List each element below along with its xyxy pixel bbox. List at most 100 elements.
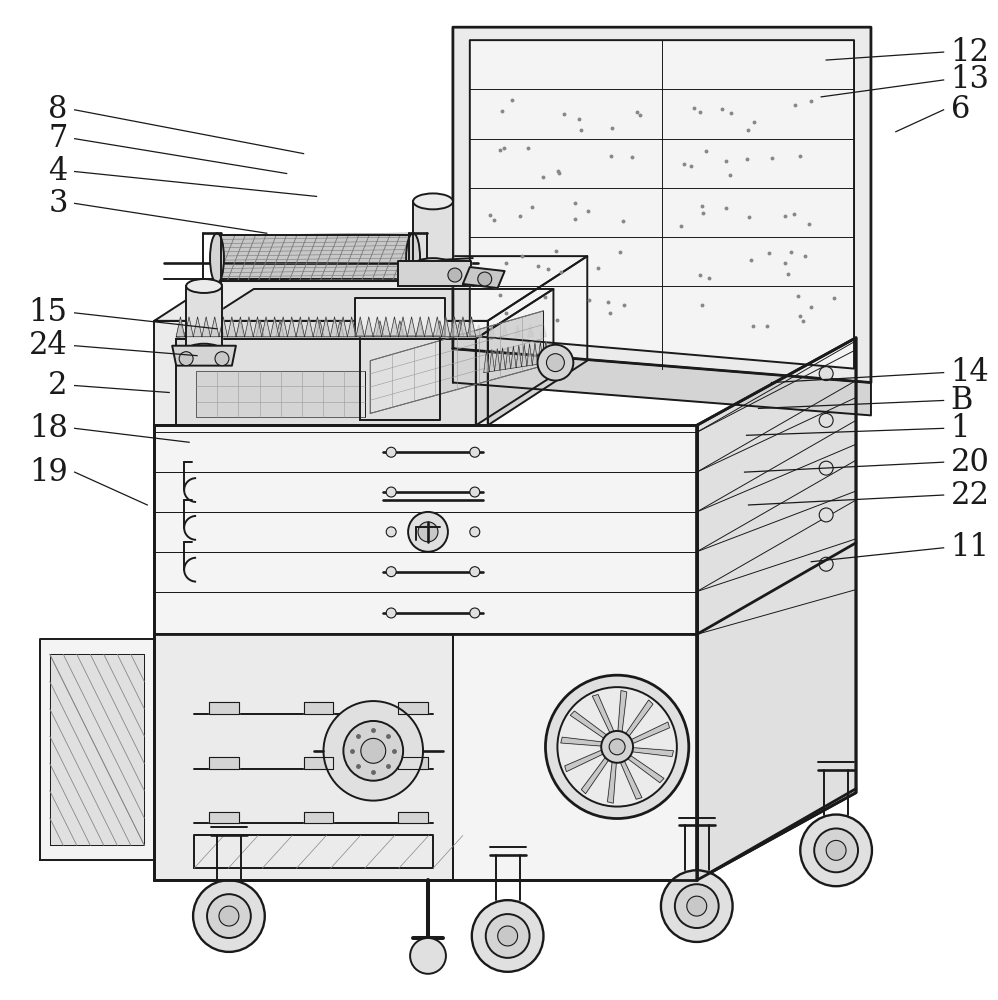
Polygon shape [621,751,664,783]
Polygon shape [155,321,488,425]
Polygon shape [511,346,516,368]
Polygon shape [396,321,404,337]
Polygon shape [441,317,450,337]
Circle shape [800,815,872,886]
Ellipse shape [413,258,453,274]
Text: 3: 3 [48,188,68,219]
Polygon shape [476,325,482,337]
Circle shape [386,487,396,497]
Circle shape [486,914,530,958]
Polygon shape [532,343,538,365]
Text: 8: 8 [48,94,68,125]
Polygon shape [173,346,236,366]
Circle shape [661,870,733,942]
Circle shape [470,567,480,577]
Polygon shape [196,371,365,417]
Polygon shape [433,317,441,337]
Circle shape [601,731,633,763]
Circle shape [470,608,480,618]
Polygon shape [516,345,522,368]
Circle shape [386,447,396,457]
Polygon shape [416,321,424,337]
Polygon shape [237,317,245,337]
Polygon shape [398,702,428,714]
Polygon shape [376,321,384,337]
Text: 6: 6 [950,94,970,125]
Circle shape [448,268,462,282]
Circle shape [470,527,480,537]
Text: 12: 12 [950,37,990,68]
Circle shape [547,354,565,372]
Polygon shape [624,722,670,747]
Text: 1: 1 [950,413,970,444]
Polygon shape [155,634,453,880]
Polygon shape [303,757,333,769]
Circle shape [343,721,403,781]
Polygon shape [364,317,373,337]
Circle shape [814,828,858,872]
Polygon shape [399,317,407,337]
Polygon shape [390,317,399,337]
Polygon shape [436,321,444,337]
Polygon shape [296,321,304,337]
Circle shape [472,900,544,972]
Circle shape [323,701,423,801]
Polygon shape [356,317,364,337]
Polygon shape [261,317,270,337]
Circle shape [408,512,448,552]
Polygon shape [450,317,459,337]
Text: 2: 2 [48,370,68,401]
Polygon shape [453,349,871,415]
Polygon shape [256,321,264,337]
Polygon shape [541,325,547,337]
Polygon shape [194,835,433,868]
Polygon shape [373,317,381,337]
Polygon shape [476,289,554,425]
Polygon shape [522,344,527,367]
Polygon shape [155,552,697,592]
Polygon shape [565,747,610,772]
Polygon shape [177,317,185,337]
Ellipse shape [210,233,224,283]
Text: 7: 7 [48,123,68,154]
Polygon shape [155,256,587,321]
Circle shape [609,739,625,755]
Polygon shape [50,654,145,845]
Polygon shape [245,317,253,337]
Circle shape [819,508,833,522]
Polygon shape [155,512,697,552]
Circle shape [819,413,833,427]
Polygon shape [505,347,511,369]
Circle shape [215,352,229,366]
Polygon shape [287,317,296,337]
Polygon shape [407,317,416,337]
Polygon shape [528,325,534,337]
Text: 24: 24 [29,330,68,361]
Polygon shape [543,341,549,363]
Circle shape [819,557,833,571]
Ellipse shape [406,233,420,283]
Circle shape [478,272,492,286]
Polygon shape [538,342,543,364]
Polygon shape [697,338,856,880]
Circle shape [386,527,396,537]
Polygon shape [211,317,219,337]
Polygon shape [453,634,697,880]
Polygon shape [177,339,476,425]
Polygon shape [622,700,653,743]
Polygon shape [253,317,261,337]
Circle shape [410,938,446,974]
Text: B: B [950,385,973,416]
Polygon shape [370,311,544,413]
Circle shape [219,906,239,926]
Polygon shape [313,317,321,337]
Circle shape [193,880,264,952]
Text: 19: 19 [29,457,68,488]
Circle shape [180,352,193,366]
Polygon shape [398,812,428,823]
Circle shape [538,345,573,381]
Circle shape [470,447,480,457]
Polygon shape [495,349,500,371]
Polygon shape [561,737,610,747]
Polygon shape [303,812,333,823]
